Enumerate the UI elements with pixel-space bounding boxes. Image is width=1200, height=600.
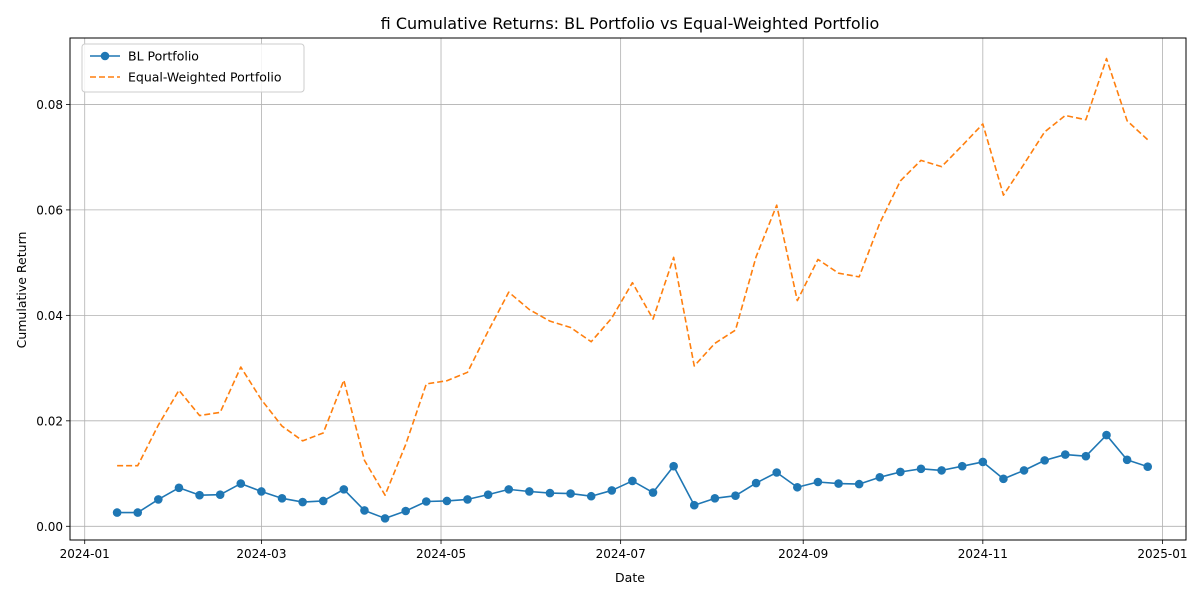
- series-point-bl-portfolio: [751, 478, 761, 488]
- y-tick-label: 0.04: [36, 309, 63, 323]
- x-tick-label: 2024-09: [778, 547, 828, 561]
- series-point-bl-portfolio: [937, 466, 946, 475]
- legend-box: [81, 43, 305, 93]
- series-point-bl-portfolio: [586, 491, 596, 501]
- y-axis-title: Cumulative Return: [14, 232, 29, 349]
- x-tick-label: 2025-01: [1137, 547, 1187, 561]
- series-point-bl-portfolio: [772, 468, 782, 477]
- legend: BL Portfolio Equal-Weighted Portfolio: [81, 43, 305, 93]
- y-tick-label: 0.08: [36, 98, 63, 112]
- series-point-bl-portfolio: [628, 476, 637, 486]
- series-point-bl-portfolio: [133, 508, 143, 517]
- series-point-bl-portfolio: [339, 485, 349, 494]
- series-layer: [112, 57, 1153, 523]
- series-point-bl-portfolio: [421, 497, 431, 506]
- series-point-bl-portfolio: [916, 464, 926, 474]
- series-point-bl-portfolio: [648, 488, 658, 497]
- legend-label-bl: BL Portfolio: [128, 49, 199, 64]
- series-point-bl-portfolio: [957, 461, 967, 471]
- series-line-equal-weighted: [117, 57, 1149, 496]
- series-point-bl-portfolio: [380, 514, 390, 523]
- series-point-bl-portfolio: [154, 495, 163, 504]
- series-point-bl-portfolio: [483, 490, 493, 499]
- series-point-bl-portfolio: [999, 474, 1008, 484]
- plot-frame: [69, 37, 1187, 541]
- series-point-bl-portfolio: [669, 461, 678, 471]
- x-tick-label: 2024-01: [60, 547, 110, 561]
- series-point-bl-portfolio: [875, 472, 885, 482]
- x-tick-label: 2024-11: [958, 547, 1008, 561]
- series-point-bl-portfolio: [607, 486, 617, 495]
- series-point-bl-portfolio: [463, 495, 472, 504]
- series-point-bl-portfolio: [1143, 462, 1153, 472]
- series-point-bl-portfolio: [731, 491, 740, 501]
- series-point-bl-portfolio: [236, 479, 246, 488]
- series-point-bl-portfolio: [1019, 466, 1029, 475]
- series-point-bl-portfolio: [277, 494, 287, 503]
- series-point-bl-portfolio: [1122, 455, 1132, 465]
- series-point-bl-portfolio: [896, 467, 905, 477]
- series-point-bl-portfolio: [813, 477, 823, 487]
- series-point-bl-portfolio: [360, 506, 369, 515]
- series-point-bl-portfolio: [504, 485, 514, 494]
- series-point-bl-portfolio: [689, 500, 699, 510]
- series-point-bl-portfolio: [1081, 451, 1091, 461]
- series-point-bl-portfolio: [978, 457, 988, 467]
- series-point-bl-portfolio: [566, 489, 575, 498]
- y-tick-label: 0.00: [36, 520, 63, 534]
- series-point-bl-portfolio: [545, 488, 555, 498]
- x-tick-label: 2024-07: [596, 547, 646, 561]
- series-point-bl-portfolio: [525, 487, 534, 496]
- x-axis-title: Date: [615, 570, 645, 585]
- series-point-bl-portfolio: [793, 482, 802, 492]
- legend-label-ew: Equal-Weighted Portfolio: [128, 70, 281, 85]
- y-tick-label: 0.06: [36, 203, 63, 217]
- series-point-bl-portfolio: [1040, 456, 1049, 465]
- series-point-bl-portfolio: [257, 487, 266, 496]
- series-point-bl-portfolio: [854, 479, 864, 489]
- series-point-bl-portfolio: [401, 506, 410, 516]
- series-point-bl-portfolio: [1102, 430, 1111, 440]
- series-point-bl-portfolio: [318, 496, 328, 506]
- chart-title: fi Cumulative Returns: BL Portfolio vs E…: [381, 14, 880, 33]
- ticks: 2024-01 2024-03 2024-05 2024-07 2024-09 2024-…: [36, 98, 1187, 561]
- x-tick-label: 2024-05: [416, 547, 466, 561]
- series-point-bl-portfolio: [195, 490, 204, 500]
- series-point-bl-portfolio: [442, 496, 452, 506]
- series-point-bl-portfolio: [1060, 450, 1070, 459]
- legend-marker-bl: [100, 51, 110, 61]
- series-point-bl-portfolio: [710, 494, 720, 503]
- series-point-bl-portfolio: [174, 483, 184, 493]
- series-point-bl-portfolio: [112, 508, 122, 517]
- series-point-bl-portfolio: [834, 479, 843, 488]
- grid: [70, 38, 1186, 540]
- series-point-bl-portfolio: [215, 490, 225, 499]
- y-tick-label: 0.02: [36, 414, 63, 428]
- x-tick-label: 2024-03: [236, 547, 286, 561]
- series-point-bl-portfolio: [298, 497, 307, 507]
